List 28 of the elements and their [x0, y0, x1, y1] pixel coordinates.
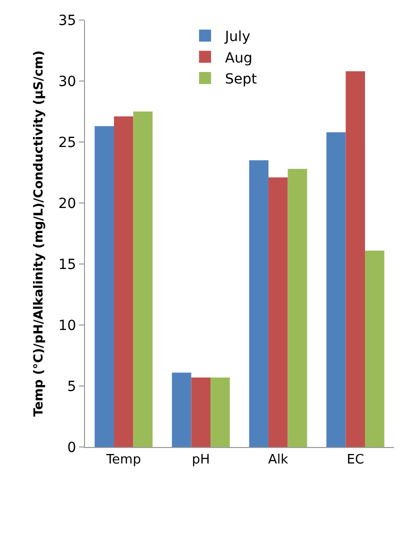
y-tick-label: 10: [58, 318, 76, 334]
bar: [249, 160, 268, 447]
bar: [365, 250, 384, 447]
bar: [94, 126, 114, 447]
y-axis-title: Temp (°C)/pH/Alkalinity (mg/L)/Conductivity (µS/cm): [30, 50, 46, 417]
x-tick-label: pH: [192, 452, 210, 468]
legend-label: Aug: [225, 50, 252, 66]
y-tick-label: 0: [67, 440, 76, 456]
y-tick-label: 35: [58, 12, 76, 29]
bar: [172, 372, 192, 447]
y-tick-label: 30: [58, 74, 76, 90]
y-tick-label: 25: [58, 134, 76, 151]
bar: [191, 377, 211, 447]
x-tick-label: Temp: [105, 452, 141, 468]
y-tick-label: 5: [67, 378, 76, 395]
x-tick-label: Alk: [268, 452, 289, 468]
bar: [346, 71, 366, 447]
bar: [288, 168, 308, 447]
bar: [268, 177, 288, 447]
bar: [210, 377, 230, 447]
y-tick-label: 15: [58, 256, 76, 273]
bar: [326, 132, 346, 447]
y-tick-label: 20: [58, 196, 76, 212]
bar: [133, 112, 153, 447]
legend-label: July: [224, 29, 250, 46]
x-tick-label: EC: [346, 452, 364, 468]
legend-label: Sept: [225, 71, 258, 88]
bar: [114, 116, 134, 447]
